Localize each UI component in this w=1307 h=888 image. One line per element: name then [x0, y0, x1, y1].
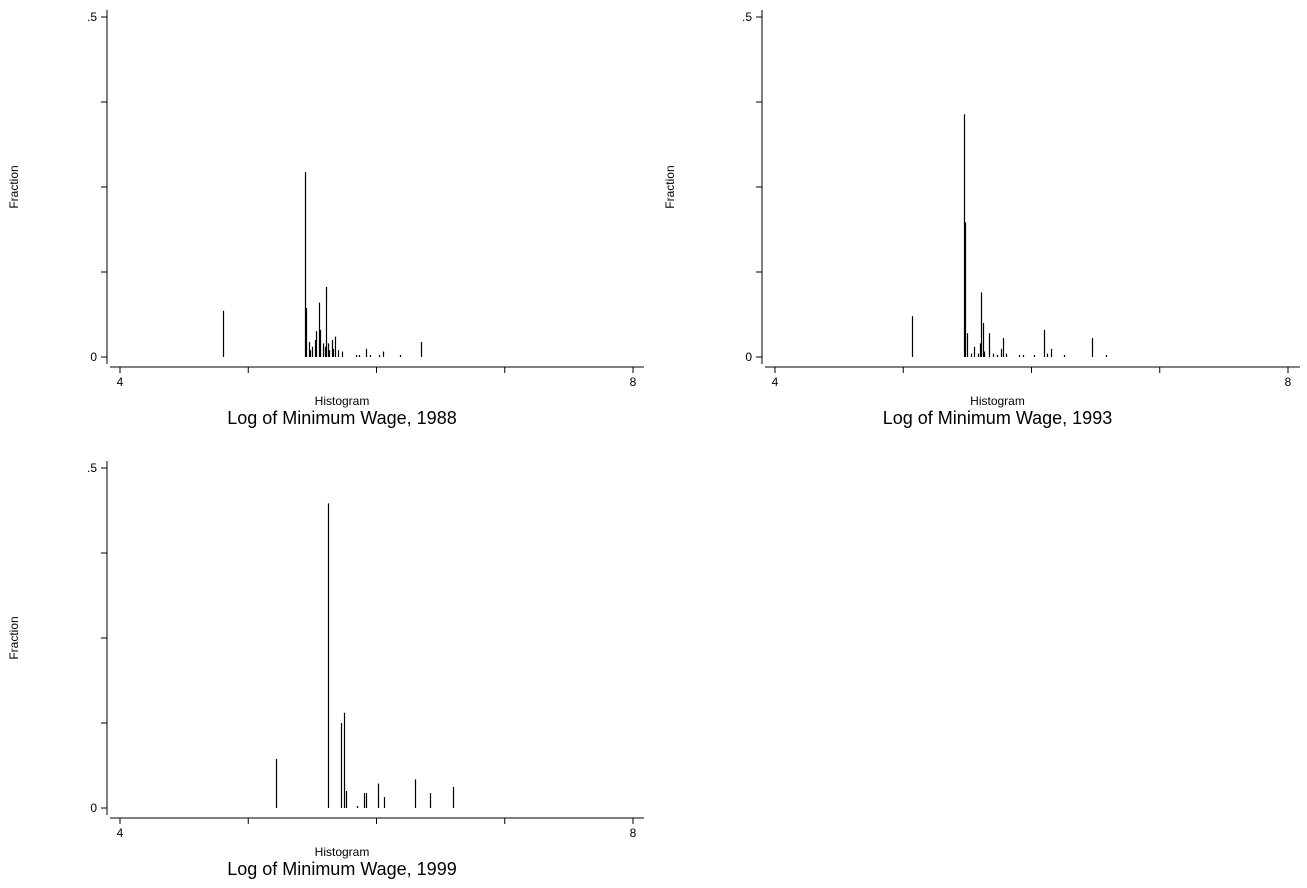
y-axis-label: Fraction — [7, 165, 21, 208]
y-tick-label: 0 — [745, 350, 752, 364]
y-axis-label: Fraction — [7, 616, 21, 659]
x-axis-label: Histogram — [315, 845, 370, 859]
x-tick-label: 4 — [772, 375, 779, 389]
x-axis-label: Histogram — [315, 394, 370, 408]
y-tick-label: .5 — [87, 10, 97, 24]
x-tick-label: 4 — [117, 375, 124, 389]
chart-title: Log of Minimum Wage, 1999 — [227, 859, 456, 879]
x-tick-label: 8 — [1285, 375, 1292, 389]
y-tick-label: .5 — [87, 461, 97, 475]
x-tick-label: 4 — [117, 826, 124, 840]
y-tick-label: 0 — [90, 801, 97, 815]
x-axis-label: Histogram — [970, 394, 1025, 408]
y-tick-label: 0 — [90, 350, 97, 364]
chart-title: Log of Minimum Wage, 1988 — [227, 408, 456, 428]
y-axis-label: Fraction — [663, 165, 677, 208]
chart-title: Log of Minimum Wage, 1993 — [883, 408, 1112, 428]
y-tick-label: .5 — [742, 10, 752, 24]
x-tick-label: 8 — [630, 826, 637, 840]
x-tick-label: 8 — [630, 375, 637, 389]
